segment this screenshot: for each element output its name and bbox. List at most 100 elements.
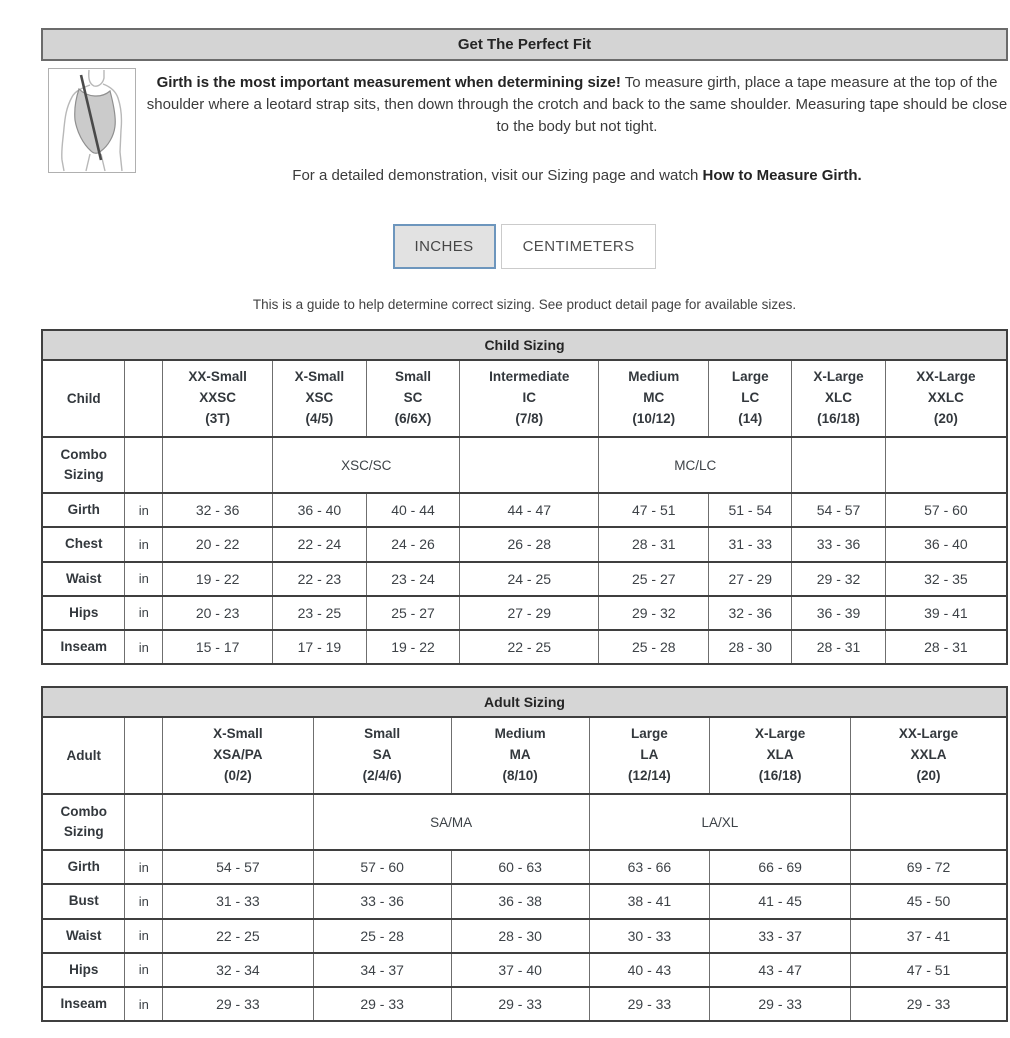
girth-intro-text-column: Girth is the most important measurement … bbox=[138, 68, 1008, 184]
measurement-value: 47 - 51 bbox=[598, 492, 710, 529]
measurement-unit: in bbox=[124, 951, 164, 989]
measurement-label: Bust bbox=[41, 883, 126, 920]
measurement-row: Waist in 19 - 22 22 - 23 23 - 24 24 - 25 25 - … bbox=[41, 560, 1008, 597]
measurement-label: Chest bbox=[41, 526, 126, 563]
column-header: XX-Small XXSC (3T) bbox=[162, 359, 274, 439]
unit-column-spacer bbox=[124, 359, 164, 439]
column-header: Medium MC (10/12) bbox=[598, 359, 710, 439]
column-header-line: XSC bbox=[305, 390, 334, 406]
measurement-value: 27 - 29 bbox=[708, 560, 793, 597]
measurement-value: 23 - 25 bbox=[272, 594, 367, 632]
child-sizing-table: Child Sizing Child XX-Small XXSC (3T) X-Small… bbox=[41, 329, 1008, 666]
row-group-label: Adult bbox=[41, 716, 126, 796]
column-header-line: (16/18) bbox=[758, 768, 802, 784]
combo-sizing-cell: XSC/SC bbox=[272, 436, 461, 495]
combo-sizing-cell bbox=[459, 436, 600, 495]
measurement-value: 29 - 33 bbox=[162, 986, 314, 1023]
measurement-value: 41 - 45 bbox=[709, 883, 852, 920]
column-header-line: XX-Large bbox=[916, 369, 976, 385]
column-header-line: (20) bbox=[916, 768, 941, 784]
measurement-value: 40 - 44 bbox=[365, 492, 461, 529]
girth-intro-section: Girth is the most important measurement … bbox=[41, 68, 1008, 184]
combo-sizing-label: Combo Sizing bbox=[41, 436, 126, 495]
demo-instruction-text: For a detailed demonstration, visit our … bbox=[292, 167, 703, 185]
sizing-guide-note: This is a guide to help determine correc… bbox=[252, 297, 797, 313]
measurement-unit: in bbox=[124, 526, 164, 563]
column-header-line: (10/12) bbox=[632, 411, 676, 427]
centimeters-button[interactable]: CENTIMETERS bbox=[500, 224, 657, 270]
column-header-line: (14) bbox=[738, 411, 763, 427]
measurement-value: 54 - 57 bbox=[162, 849, 314, 886]
combo-sizing-cell bbox=[791, 436, 886, 495]
girth-intro-bold: Girth is the most important measurement … bbox=[156, 74, 621, 91]
measurement-unit: in bbox=[124, 629, 164, 666]
section-title-bar: Get The Perfect Fit bbox=[41, 28, 1008, 61]
column-header-line: XX-Large bbox=[898, 726, 959, 742]
column-header: Medium MA (8/10) bbox=[450, 716, 590, 796]
column-header-row: Adult X-Small XSA/PA (0/2) Small SA (2/4/6) Med… bbox=[41, 716, 1008, 796]
measurement-label: Inseam bbox=[41, 629, 126, 666]
measurement-value: 32 - 36 bbox=[162, 492, 274, 529]
column-header-line: MC bbox=[643, 390, 665, 406]
measurement-value: 26 - 28 bbox=[459, 526, 600, 563]
measurement-value: 37 - 41 bbox=[850, 917, 1008, 954]
measurement-value: 43 - 47 bbox=[709, 951, 852, 989]
measurement-unit: in bbox=[124, 849, 164, 886]
measurement-value: 40 - 43 bbox=[588, 951, 711, 989]
column-header-line: MA bbox=[509, 747, 531, 763]
measurement-value: 29 - 33 bbox=[450, 986, 590, 1023]
table-title: Child Sizing bbox=[41, 329, 1008, 362]
combo-sizing-cell: MC/LC bbox=[598, 436, 793, 495]
column-header-line: XXSC bbox=[199, 390, 236, 406]
combo-sizing-row: Combo Sizing XSC/SC MC/LC bbox=[41, 436, 1008, 495]
measurement-row: Girth in 54 - 57 57 - 60 60 - 63 63 - 66 66 - … bbox=[41, 849, 1008, 886]
column-header: X-Small XSC (4/5) bbox=[272, 359, 367, 439]
column-header: Large LC (14) bbox=[708, 359, 793, 439]
column-header: Small SC (6/6X) bbox=[365, 359, 461, 439]
measurement-row: Bust in 31 - 33 33 - 36 36 - 38 38 - 41 41 - 4… bbox=[41, 883, 1008, 920]
column-header-line: (3T) bbox=[205, 411, 230, 427]
measurement-value: 45 - 50 bbox=[850, 883, 1008, 920]
inches-button[interactable]: INCHES bbox=[392, 224, 496, 270]
measurement-value: 28 - 30 bbox=[450, 917, 590, 954]
combo-sizing-cell: LA/XL bbox=[588, 793, 852, 852]
measurement-value: 51 - 54 bbox=[708, 492, 793, 529]
table-title-row: Child Sizing bbox=[41, 329, 1008, 362]
measurement-value: 66 - 69 bbox=[709, 849, 852, 886]
column-header-line: X-Small bbox=[294, 369, 345, 385]
column-header-line: Large bbox=[731, 369, 769, 385]
unit-toggle-group: INCHES CENTIMETERS bbox=[41, 224, 1008, 270]
measurement-value: 22 - 23 bbox=[272, 560, 367, 597]
measurement-value: 36 - 38 bbox=[450, 883, 590, 920]
column-header-line: X-Large bbox=[813, 369, 864, 385]
column-header-line: XLC bbox=[825, 390, 853, 406]
measurement-label: Inseam bbox=[41, 986, 126, 1023]
demo-instruction: For a detailed demonstration, visit our … bbox=[146, 167, 1008, 184]
measurement-row: Inseam in 29 - 33 29 - 33 29 - 33 29 - 33 29 -… bbox=[41, 986, 1008, 1023]
how-to-measure-girth-label: How to Measure Girth. bbox=[702, 167, 862, 185]
column-header-line: (20) bbox=[933, 411, 958, 427]
measurement-value: 57 - 60 bbox=[312, 849, 452, 886]
measurement-value: 25 - 27 bbox=[598, 560, 710, 597]
measurement-unit: in bbox=[124, 560, 164, 597]
combo-sizing-cell bbox=[162, 436, 274, 495]
column-header-line: XXLC bbox=[927, 390, 964, 406]
column-header-line: XLA bbox=[766, 747, 794, 763]
measurement-value: 69 - 72 bbox=[850, 849, 1008, 886]
measurement-row: Waist in 22 - 25 25 - 28 28 - 30 30 - 33 33 - … bbox=[41, 917, 1008, 954]
column-header-line: (6/6X) bbox=[394, 411, 432, 427]
measurement-value: 33 - 36 bbox=[312, 883, 452, 920]
measurement-row: Hips in 32 - 34 34 - 37 37 - 40 40 - 43 43 - 4… bbox=[41, 951, 1008, 989]
measurement-value: 20 - 22 bbox=[162, 526, 274, 563]
column-header-line: X-Small bbox=[213, 726, 263, 742]
column-header-line: X-Large bbox=[755, 726, 806, 742]
measurement-value: 29 - 32 bbox=[598, 594, 710, 632]
girth-intro-rest: To measure girth, place a tape measure a… bbox=[146, 74, 1008, 135]
column-header-line: (8/10) bbox=[502, 768, 538, 784]
measurement-label: Hips bbox=[41, 951, 126, 989]
measurement-value: 31 - 33 bbox=[708, 526, 793, 563]
measurement-value: 63 - 66 bbox=[588, 849, 711, 886]
measurement-value: 44 - 47 bbox=[459, 492, 600, 529]
column-header-line: LA bbox=[640, 747, 659, 763]
measurement-value: 29 - 33 bbox=[850, 986, 1008, 1023]
